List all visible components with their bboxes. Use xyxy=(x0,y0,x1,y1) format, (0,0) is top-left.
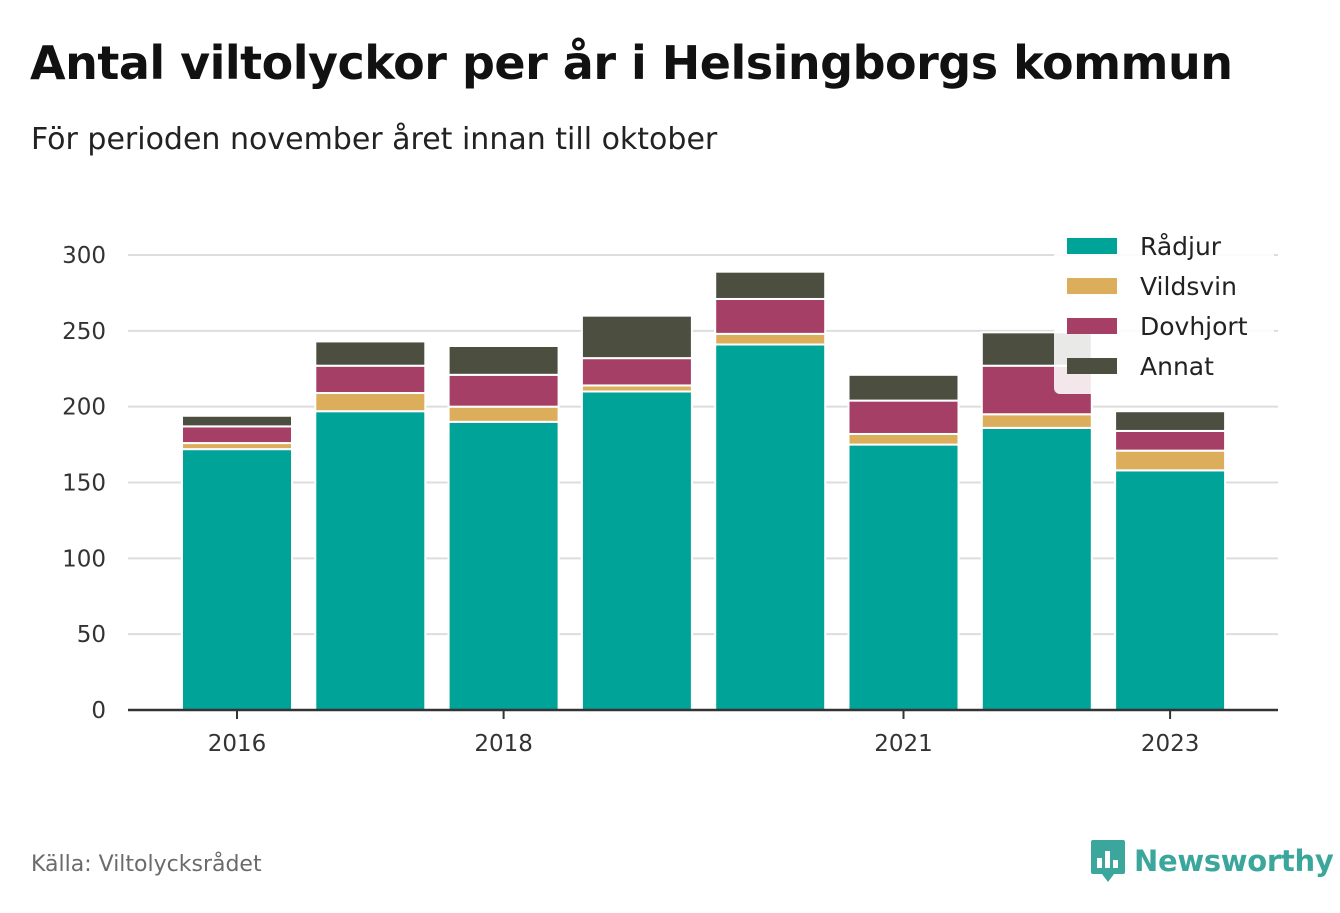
legend-swatch-annat xyxy=(1067,358,1117,374)
bar-segment-vildsvin-2023 xyxy=(1114,449,1227,472)
y-tick-label: 150 xyxy=(62,471,106,497)
y-tick-label: 250 xyxy=(62,319,106,345)
bar-segment-dovhjort-2020 xyxy=(714,297,827,335)
bar-segment-vildsvin-2022 xyxy=(980,413,1093,429)
bar-segment-dovhjort-2016 xyxy=(181,425,293,445)
bar-segment-vildsvin-2018 xyxy=(447,405,560,423)
bar-segment-rådjur-2016 xyxy=(181,448,293,711)
bar-segment-dovhjort-2017 xyxy=(314,364,427,395)
bar-segment-rådjur-2020 xyxy=(714,343,827,711)
y-tick-label: 300 xyxy=(62,243,106,269)
legend-label-rådjur: Rådjur xyxy=(1140,232,1222,261)
bar-segment-annat-2023 xyxy=(1114,410,1227,432)
legend-swatch-vildsvin xyxy=(1067,278,1117,294)
bar-segment-annat-2016 xyxy=(181,414,293,428)
legend-swatch-dovhjort xyxy=(1067,318,1117,334)
bar-segment-rådjur-2019 xyxy=(580,390,693,711)
bar-segment-annat-2017 xyxy=(314,340,427,367)
bar-segment-dovhjort-2019 xyxy=(580,357,693,387)
x-tick-label: 2021 xyxy=(874,731,933,757)
legend: Rådjur Vildsvin Dovhjort Annat xyxy=(1054,226,1274,394)
source-note: Källa: Viltolycksrådet xyxy=(31,852,262,877)
bar-segment-annat-2019 xyxy=(580,314,693,360)
y-tick-label: 50 xyxy=(77,622,106,648)
legend-label-dovhjort: Dovhjort xyxy=(1140,312,1248,341)
bar-segment-annat-2021 xyxy=(847,373,960,402)
bar-segment-dovhjort-2023 xyxy=(1114,429,1227,452)
bars xyxy=(181,270,1227,711)
bar-segment-annat-2018 xyxy=(447,345,560,376)
y-axis: 0 50 100 150 200 250 300 xyxy=(62,243,106,724)
chart-title: Antal viltolyckor per år i Helsingborgs … xyxy=(30,36,1233,90)
x-axis: 2016 2018 2021 2023 xyxy=(128,708,1278,757)
bar-segment-dovhjort-2021 xyxy=(847,399,960,435)
legend-label-vildsvin: Vildsvin xyxy=(1140,272,1237,301)
bar-segment-rådjur-2022 xyxy=(980,426,1093,711)
bar-segment-rådjur-2017 xyxy=(314,410,427,711)
chart-subtitle: För perioden november året innan till ok… xyxy=(31,122,718,157)
bar-segment-vildsvin-2017 xyxy=(314,392,427,413)
bar-segment-rådjur-2021 xyxy=(847,443,960,711)
legend-label-annat: Annat xyxy=(1140,352,1214,381)
bar-segment-rådjur-2018 xyxy=(447,420,560,711)
y-tick-label: 0 xyxy=(91,698,106,724)
bar-segment-dovhjort-2018 xyxy=(447,373,560,408)
y-tick-label: 200 xyxy=(62,395,106,421)
bar-segment-annat-2020 xyxy=(714,270,827,300)
legend-swatch-rådjur xyxy=(1067,238,1117,254)
x-tick-label: 2018 xyxy=(474,731,533,757)
x-tick-label: 2016 xyxy=(208,731,267,757)
legend-background xyxy=(1054,226,1274,394)
newsworthy-logo-icon xyxy=(1091,840,1125,882)
brand-name: Newsworthy xyxy=(1134,844,1334,878)
bar-segment-vildsvin-2021 xyxy=(847,432,960,446)
brand-logo: Newsworthy xyxy=(1090,838,1334,884)
bar-segment-vildsvin-2020 xyxy=(714,332,827,346)
x-tick-label: 2023 xyxy=(1141,731,1200,757)
bar-segment-rådjur-2023 xyxy=(1114,469,1227,711)
y-tick-label: 100 xyxy=(62,546,106,572)
